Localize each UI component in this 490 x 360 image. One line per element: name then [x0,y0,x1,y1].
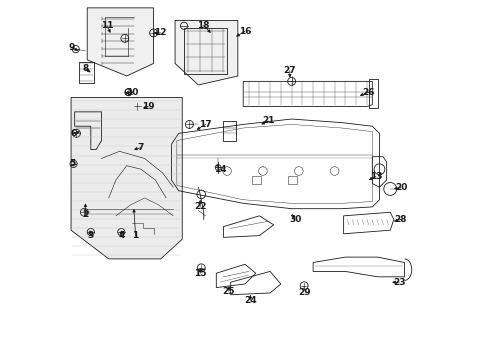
Text: 2: 2 [82,210,89,219]
Text: 1: 1 [132,231,139,240]
Polygon shape [87,8,153,76]
Text: 10: 10 [126,87,138,96]
Text: 14: 14 [214,165,226,174]
Text: 13: 13 [369,172,382,181]
Text: 27: 27 [284,66,296,75]
Polygon shape [71,98,182,259]
Text: 7: 7 [138,143,144,152]
Text: 29: 29 [298,288,311,297]
Text: 28: 28 [395,215,407,224]
Text: 20: 20 [395,183,407,192]
Text: 17: 17 [199,120,212,129]
Bar [184,28,227,74]
Text: 11: 11 [100,21,113,30]
Text: 26: 26 [363,87,375,96]
Text: 5: 5 [69,159,75,168]
Text: 8: 8 [82,64,89,73]
Text: 3: 3 [87,231,93,240]
Text: 21: 21 [262,116,274,125]
Text: 4: 4 [118,231,124,240]
Text: 12: 12 [154,28,167,37]
Bar [368,79,378,108]
Bar [79,62,94,83]
Text: 22: 22 [194,202,206,211]
Text: 15: 15 [194,269,206,278]
Bar [223,121,236,140]
Bar [252,176,261,184]
Text: 6: 6 [71,129,77,138]
Text: 18: 18 [197,21,210,30]
Text: 23: 23 [393,278,405,287]
Polygon shape [175,21,238,85]
Text: 19: 19 [142,102,154,111]
Text: 30: 30 [289,215,301,224]
Text: 16: 16 [239,27,251,36]
Text: 25: 25 [222,287,235,296]
Text: 9: 9 [69,43,75,52]
Bar [288,176,297,184]
Text: 24: 24 [244,296,257,305]
